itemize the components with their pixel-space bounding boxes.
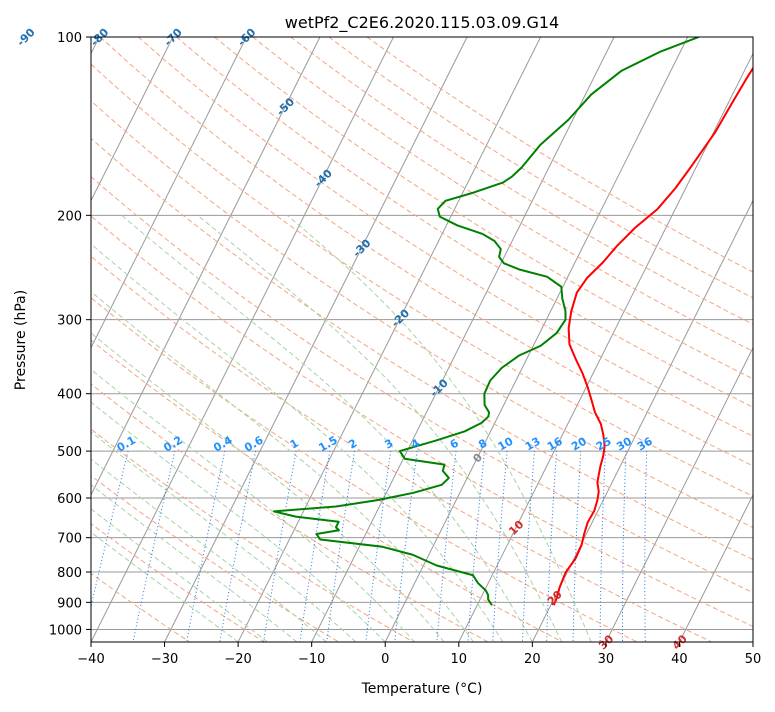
x-tick-label: 20: [524, 652, 541, 667]
isotherm-label: 10: [506, 518, 526, 538]
x-tick-label: −30: [151, 652, 178, 667]
data-series: [273, 37, 753, 606]
x-tick-label: −40: [77, 652, 104, 667]
line-labels: 0.10.20.40.611.52346810131620253036-100-…: [14, 25, 690, 652]
y-tick-label: 900: [57, 596, 82, 611]
x-tick-label: −20: [224, 652, 251, 667]
mixing-ratio-line: [132, 450, 176, 642]
isotherm-line: [458, 52, 753, 642]
mixing-ratio-line: [326, 451, 356, 642]
dry-adiabat: [91, 523, 265, 642]
mixing-ratio-line: [91, 450, 129, 609]
dry-adiabat: [99, 37, 753, 467]
y-tick-label: 400: [57, 388, 82, 403]
dry-adiabat: [176, 37, 753, 408]
mixing-ratio-label: 2: [346, 437, 359, 452]
isotherm-line: [91, 37, 174, 202]
mixing-ratio-line: [599, 451, 606, 642]
moist-adiabat: [121, 214, 533, 642]
isotherm-line: [91, 37, 394, 642]
dry-adiabat: [91, 255, 712, 642]
isotherm-label: -20: [389, 306, 412, 329]
dry-adiabat: [91, 137, 753, 561]
dewpoint-profile-line: [273, 37, 700, 606]
chart-title: wetPf2_C2E6.2020.115.03.09.G14: [285, 13, 559, 33]
isotherm-line: [752, 640, 753, 642]
axes: −40 −30 −20 −10 0 10 20 30 40 5010020030040050060…: [49, 31, 761, 667]
mixing-ratio-line: [394, 451, 418, 642]
x-tick-label: 50: [745, 652, 762, 667]
isotherm-label: 0: [470, 451, 485, 466]
mixing-ratio-line: [365, 451, 392, 642]
moist-adiabat: [91, 431, 357, 642]
isotherm-line: [678, 493, 753, 642]
x-tick-label: −10: [298, 652, 325, 667]
x-tick-label: 0: [381, 652, 389, 667]
y-tick-label: 300: [57, 314, 82, 329]
moist-adiabat: [91, 484, 298, 642]
y-tick-label: 700: [57, 532, 82, 547]
mixing-ratio-line: [546, 451, 558, 642]
x-tick-label: 30: [598, 652, 615, 667]
moist-adiabat: [91, 458, 327, 642]
dry-adiabat: [91, 215, 753, 628]
isotherm-label: -40: [312, 167, 335, 190]
moist-adiabat: [91, 508, 268, 642]
isotherm-line: [605, 346, 753, 642]
y-tick-label: 800: [57, 566, 82, 581]
dry-adiabat: [91, 475, 340, 642]
x-axis-label: Temperature (°C): [361, 681, 483, 697]
plot-frame: [90, 36, 754, 643]
moist-adiabat: [91, 290, 474, 642]
isotherm-line: [91, 37, 247, 349]
y-tick-label: 200: [57, 209, 82, 224]
mixing-ratio-line: [263, 451, 297, 642]
y-axis-label: Pressure (hPa): [13, 290, 29, 390]
isotherm-label: -50: [274, 95, 297, 118]
isotherm-line: [91, 37, 321, 497]
dry-adiabat: [290, 37, 753, 325]
moist-adiabat: [91, 243, 504, 642]
dry-adiabat: [252, 37, 753, 352]
isotherm-line: [384, 37, 689, 642]
dry-adiabat: [366, 37, 753, 273]
mixing-ratio-line: [572, 451, 582, 642]
y-tick-label: 100: [57, 31, 82, 46]
isotherm-label: -90: [14, 25, 37, 48]
mixing-ratio-label: 4: [409, 436, 422, 451]
isotherm-line: [311, 37, 615, 642]
isotherm-line: [164, 37, 468, 642]
moist-adiabat: [197, 214, 563, 642]
temperature-profile-line: [552, 66, 753, 606]
isotherm-line: [237, 37, 542, 642]
isotherm-label: -30: [350, 236, 373, 259]
mixing-ratio-label: 6: [448, 436, 461, 451]
dry-adiabat: [91, 428, 414, 642]
moist-adiabat: [91, 368, 416, 642]
dry-adiabat: [91, 383, 489, 642]
dry-adiabat: [91, 176, 753, 594]
mixing-ratio-line: [492, 451, 508, 642]
dry-adiabat: [91, 63, 753, 497]
y-tick-label: 500: [57, 445, 82, 460]
mixing-ratio-line: [467, 451, 486, 642]
mixing-ratio-line: [622, 451, 627, 642]
x-tick-label: 40: [671, 652, 688, 667]
y-tick-label: 1000: [49, 623, 82, 638]
mixing-ratio-line: [219, 451, 257, 642]
moist-adiabat: [286, 214, 592, 642]
dry-adiabat: [137, 37, 753, 437]
mixing-ratio-line: [644, 451, 648, 642]
dry-adiabat: [91, 339, 563, 642]
dry-adiabat: [91, 100, 753, 529]
mixing-ratio-label: 3: [382, 437, 395, 452]
dry-adiabat: [214, 37, 753, 380]
y-tick-label: 600: [57, 492, 82, 507]
x-tick-label: 10: [451, 652, 468, 667]
mixing-ratio-line: [436, 451, 457, 642]
reference-lines: [91, 37, 753, 642]
